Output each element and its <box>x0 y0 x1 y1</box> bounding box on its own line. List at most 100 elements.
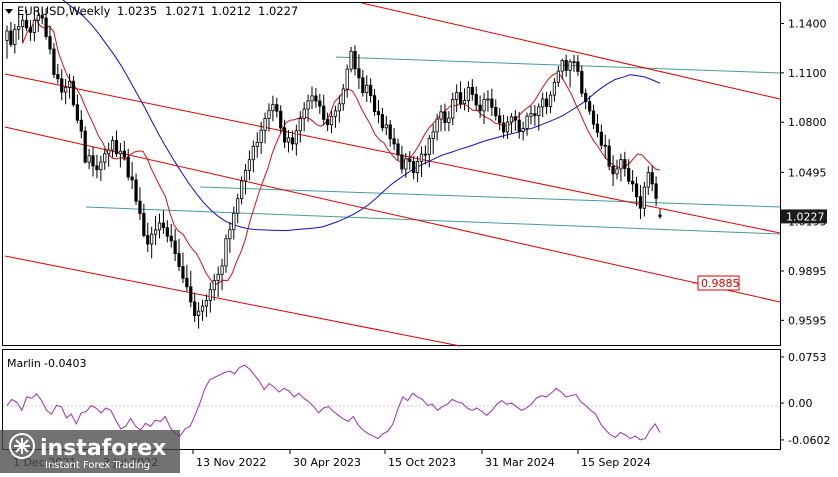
candle-body-bear <box>380 114 384 129</box>
candle-body-bull <box>329 115 334 126</box>
candle <box>91 146 95 177</box>
candle-body-bull <box>107 149 111 155</box>
candle <box>384 115 388 136</box>
candle <box>216 266 220 297</box>
candle-body-bear <box>279 110 283 129</box>
candle-body-bull <box>349 50 353 70</box>
candle <box>509 112 514 134</box>
candle-body-bull <box>21 19 25 27</box>
candle <box>13 23 17 54</box>
teal-support-line <box>85 206 781 235</box>
candle-body-bull <box>560 59 564 72</box>
candle-body-bear <box>138 200 142 214</box>
candle <box>591 104 596 129</box>
candle <box>541 92 545 118</box>
candle-body-bear <box>584 92 588 103</box>
candle <box>584 88 588 110</box>
candle <box>56 64 60 84</box>
candle-body-bear <box>122 150 126 158</box>
candle <box>517 112 521 139</box>
candle-body-bull <box>419 153 424 162</box>
current-price-tag: 1.0227 <box>781 209 827 224</box>
candle-body-bull <box>568 61 572 71</box>
candle-body-bear <box>275 104 279 112</box>
candle <box>650 165 654 192</box>
candle-body-bear <box>572 61 576 64</box>
candle-body-bull <box>251 145 255 161</box>
candle-body-bull <box>36 15 40 21</box>
candle <box>611 155 615 187</box>
candle <box>95 154 99 179</box>
price-tick-label: 0.9595 <box>788 314 827 327</box>
channel-lower <box>4 255 461 347</box>
candle-body-bear <box>361 77 365 94</box>
candle <box>24 10 29 32</box>
candle <box>5 25 9 59</box>
candle <box>490 88 494 116</box>
candle-body-bull <box>196 310 201 316</box>
candle <box>247 150 252 181</box>
candle-body-bear <box>478 104 482 112</box>
price-panel-frame <box>2 2 781 346</box>
candle <box>306 94 310 122</box>
date-tick-label: 30 Apr 2023 <box>293 456 361 469</box>
candle <box>412 156 416 180</box>
candle-body-bull <box>243 169 248 182</box>
candle-body-bear <box>114 140 119 155</box>
instaforex-watermark: instaforex Instant Forex Trading <box>0 430 180 473</box>
candle-body-bull <box>384 124 388 129</box>
candle <box>408 151 412 170</box>
candle-body-bear <box>490 98 494 108</box>
candle-body-bull <box>212 280 216 291</box>
candle-body-bull <box>157 222 162 231</box>
candle <box>458 81 463 109</box>
candle <box>345 64 349 98</box>
candle <box>28 20 33 41</box>
candle <box>396 138 400 161</box>
candle <box>537 103 541 131</box>
candle <box>576 54 580 76</box>
candle-body-bear <box>173 240 177 254</box>
candle <box>251 140 255 173</box>
candle <box>466 81 471 113</box>
candle-body-bull <box>521 128 525 132</box>
candle <box>310 86 314 110</box>
candle <box>157 213 162 239</box>
candle <box>447 111 451 132</box>
candle-body-bull <box>466 86 471 101</box>
candle <box>498 107 502 131</box>
candle <box>333 105 338 128</box>
candle-body-bull <box>482 98 486 112</box>
candle <box>638 185 643 220</box>
candle-body-bull <box>646 172 650 188</box>
indicator-name: Marlin <box>7 357 41 370</box>
candle <box>521 121 525 141</box>
candle <box>556 65 560 88</box>
candle-body-bull <box>259 129 263 143</box>
candle <box>427 134 431 168</box>
candle <box>572 54 576 72</box>
candle <box>548 91 553 114</box>
candle-body-bull <box>216 273 220 281</box>
candle-body-bull <box>110 140 115 151</box>
candle-body-bull <box>204 300 209 307</box>
candle-body-bear <box>322 105 326 120</box>
candle <box>79 110 83 139</box>
candle-body-bear <box>314 95 318 102</box>
candle <box>243 164 248 195</box>
candle-body-bear <box>71 80 76 106</box>
candle-body-bear <box>24 19 29 29</box>
osc-tick-label: 0.0753 <box>788 351 827 364</box>
candle-body-bull <box>537 106 541 116</box>
candle <box>326 112 330 132</box>
candle-body-bear <box>326 119 330 126</box>
candle <box>110 136 115 158</box>
watermark-brand: instaforex <box>40 436 166 461</box>
candle <box>236 193 240 224</box>
candle-body-bull <box>13 28 17 45</box>
candle <box>623 151 627 177</box>
symbol-dropdown-icon[interactable] <box>5 9 13 14</box>
candle-body-bear <box>443 111 447 123</box>
candle <box>122 140 126 161</box>
